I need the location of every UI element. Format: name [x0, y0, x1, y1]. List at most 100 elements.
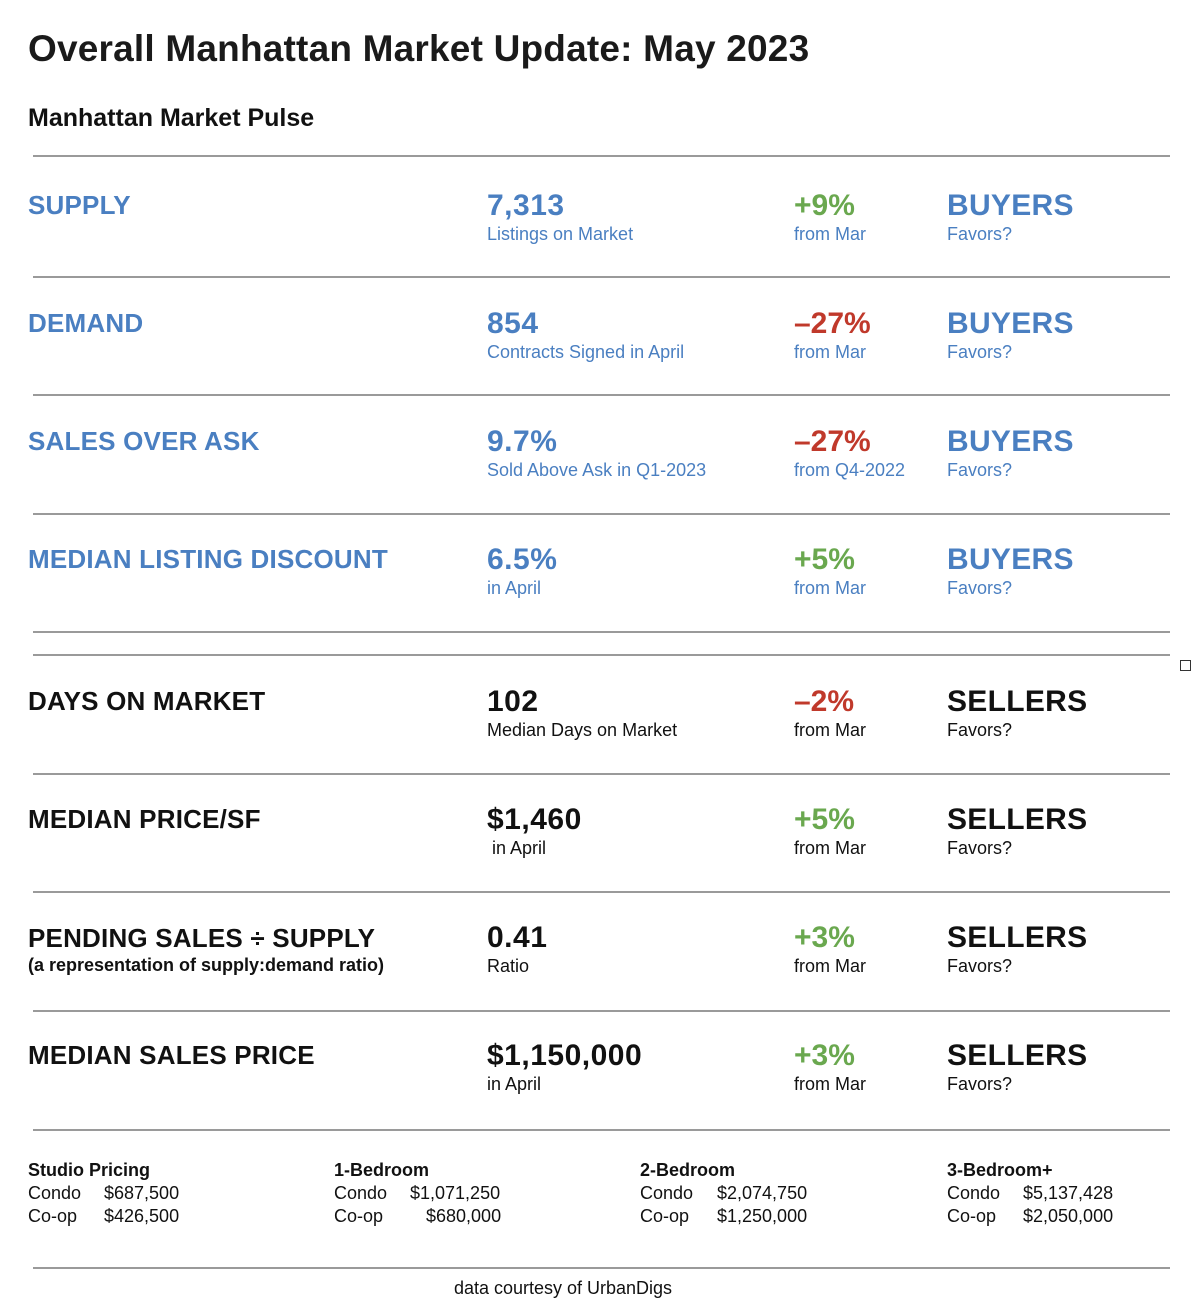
pricing-type: Co-op [947, 1206, 997, 1226]
metric-value: 102 [487, 685, 539, 718]
metric-favors-caption: Favors? [947, 578, 1013, 598]
metric-favors-caption: Favors? [947, 342, 1013, 362]
metric-value: 9.7% [487, 425, 558, 458]
selection-handle[interactable] [1180, 660, 1191, 671]
pricing-type: Condo [28, 1183, 82, 1203]
metric-change: +5% [794, 543, 855, 576]
divider [33, 654, 1170, 656]
divider [33, 891, 1170, 893]
divider [33, 1129, 1170, 1131]
metric-label: MEDIAN LISTING DISCOUNT [28, 544, 388, 574]
metric-favors-caption: Favors? [947, 460, 1013, 480]
footer-credit: data courtesy of UrbanDigs [453, 1278, 673, 1298]
metric-label: SUPPLY [28, 190, 131, 220]
metric-favors-caption: Favors? [947, 956, 1013, 976]
pricing-heading: 3-Bedroom+ [947, 1160, 1053, 1180]
pricing-1-bedroom: 1-Bedroom Condo $1,071,250 Co-op $680,000 [334, 1160, 594, 1229]
metric-change: +5% [794, 803, 855, 836]
metric-change: +3% [794, 921, 855, 954]
metric-row-pending-sales-supply: PENDING SALES ÷ SUPPLY (a representation… [0, 921, 1200, 1012]
pricing-type: Co-op [640, 1206, 690, 1226]
metric-value: 854 [487, 307, 539, 340]
pricing-3-bedroom: 3-Bedroom+ Condo $5,137,428 Co-op $2,050,0… [947, 1160, 1200, 1229]
pricing-value: $1,071,250 [410, 1183, 501, 1203]
pricing-value: $1,250,000 [717, 1206, 808, 1226]
metric-change-caption: from Mar [794, 578, 866, 598]
metric-value: 7,313 [487, 189, 565, 222]
metric-row-days-on-market: DAYS ON MARKET 102 Median Days on Market… [0, 685, 1200, 776]
pricing-value: $426,500 [104, 1206, 180, 1226]
metric-change: +9% [794, 189, 855, 222]
metric-label: MEDIAN SALES PRICE [28, 1040, 315, 1070]
metric-favors: BUYERS [947, 189, 1074, 222]
metric-row-demand: DEMAND 854 Contracts Signed in April –27… [0, 307, 1200, 398]
metric-change: –27% [794, 307, 871, 340]
metric-row-median-sales-price: MEDIAN SALES PRICE $1,150,000 in April +… [0, 1039, 1200, 1130]
pricing-value: $2,074,750 [717, 1183, 808, 1203]
metric-label-caption: (a representation of supply:demand ratio… [28, 955, 385, 975]
metric-value-caption: in April [487, 1074, 542, 1094]
metric-change-caption: from Mar [794, 224, 866, 244]
pricing-value: $680,000 [426, 1206, 502, 1226]
pricing-type: Condo [334, 1183, 388, 1203]
metric-change: –2% [794, 685, 855, 718]
metric-change-caption: from Mar [794, 956, 866, 976]
divider [33, 1010, 1170, 1012]
metric-favors: SELLERS [947, 921, 1088, 954]
page-title: Overall Manhattan Market Update: May 202… [28, 28, 810, 69]
metric-favors: BUYERS [947, 425, 1074, 458]
metric-label: DAYS ON MARKET [28, 686, 266, 716]
metric-value-caption: Median Days on Market [487, 720, 678, 740]
divider [33, 1267, 1170, 1269]
metric-value-caption: in April [487, 838, 547, 858]
metric-label: SALES OVER ASK [28, 426, 260, 456]
divider [33, 513, 1170, 515]
pricing-type: Co-op [334, 1206, 384, 1226]
divider [33, 276, 1170, 278]
metric-favors-caption: Favors? [947, 720, 1013, 740]
pricing-type: Condo [947, 1183, 1001, 1203]
divider [33, 773, 1170, 775]
metric-favors: SELLERS [947, 685, 1088, 718]
metric-change-caption: from Q4-2022 [794, 460, 906, 480]
pricing-type: Condo [640, 1183, 694, 1203]
pricing-heading: Studio Pricing [28, 1160, 151, 1180]
section-subtitle: Manhattan Market Pulse [28, 104, 315, 132]
metric-favors-caption: Favors? [947, 224, 1013, 244]
metric-value-caption: Ratio [487, 956, 530, 976]
metric-value: $1,150,000 [487, 1039, 643, 1072]
metric-row-median-listing-discount: MEDIAN LISTING DISCOUNT 6.5% in April +5… [0, 543, 1200, 634]
metric-change-caption: from Mar [794, 1074, 866, 1094]
metric-value-caption: in April [487, 578, 542, 598]
metric-favors-caption: Favors? [947, 838, 1013, 858]
divider [33, 155, 1170, 157]
pricing-value: $2,050,000 [1023, 1206, 1114, 1226]
metric-row-supply: SUPPLY 7,313 Listings on Market +9% from… [0, 189, 1200, 280]
metric-value: 6.5% [487, 543, 558, 576]
metric-row-median-price-sf: MEDIAN PRICE/SF $1,460 in April +5% from… [0, 803, 1200, 894]
divider [33, 631, 1170, 633]
pricing-heading: 1-Bedroom [334, 1160, 430, 1180]
metric-favors: SELLERS [947, 803, 1088, 836]
metric-change: –27% [794, 425, 871, 458]
metric-label: PENDING SALES ÷ SUPPLY [28, 923, 376, 953]
metric-value: $1,460 [487, 803, 582, 836]
metric-value-caption: Listings on Market [487, 224, 634, 244]
metric-value: 0.41 [487, 921, 548, 954]
metric-favors-caption: Favors? [947, 1074, 1013, 1094]
metric-change-caption: from Mar [794, 720, 866, 740]
metric-row-sales-over-ask: SALES OVER ASK 9.7% Sold Above Ask in Q1… [0, 425, 1200, 516]
pricing-heading: 2-Bedroom [640, 1160, 736, 1180]
metric-change-caption: from Mar [794, 342, 866, 362]
pricing-2-bedroom: 2-Bedroom Condo $2,074,750 Co-op $1,250,00… [640, 1160, 900, 1229]
pricing-value: $5,137,428 [1023, 1183, 1114, 1203]
metric-change: +3% [794, 1039, 855, 1072]
metric-favors: SELLERS [947, 1039, 1088, 1072]
metric-label: DEMAND [28, 308, 144, 338]
pricing-studio: Studio Pricing Condo $687,500 Co-op $426,5… [28, 1160, 288, 1229]
metric-label: MEDIAN PRICE/SF [28, 804, 261, 834]
pricing-type: Co-op [28, 1206, 78, 1226]
divider [33, 394, 1170, 396]
metric-favors: BUYERS [947, 307, 1074, 340]
metric-value-caption: Contracts Signed in April [487, 342, 685, 362]
